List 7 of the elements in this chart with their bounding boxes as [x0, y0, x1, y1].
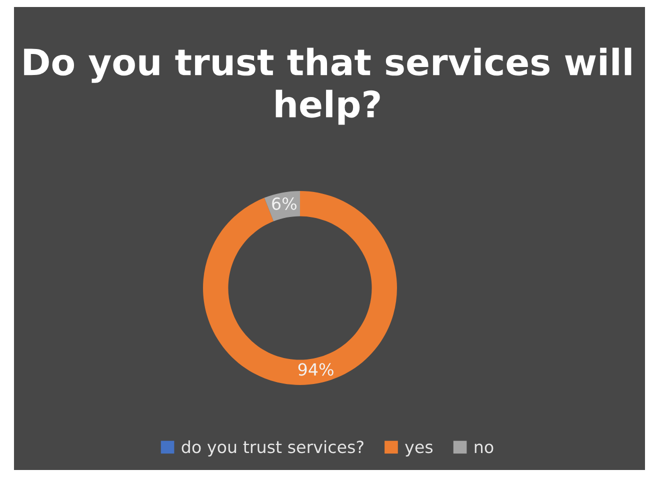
data-label: 6%	[272, 197, 296, 210]
legend-label: yes	[405, 444, 433, 456]
legend-label: no	[474, 444, 494, 454]
chart-title: Do you trust that services will help?	[24, 48, 632, 125]
legend-label: do you trust services?	[182, 440, 364, 456]
data-label: 94%	[298, 363, 334, 376]
donut-slice	[203, 191, 397, 385]
